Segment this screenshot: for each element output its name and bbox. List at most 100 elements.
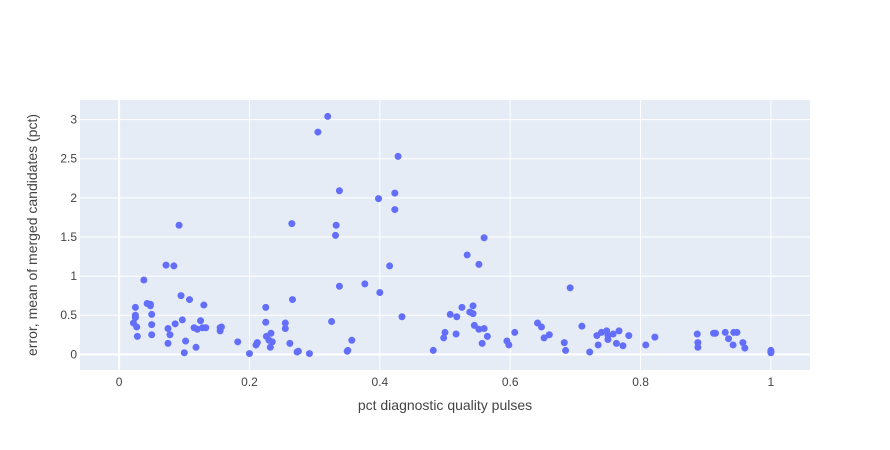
scatter-point [133, 323, 141, 331]
scatter-point [245, 350, 253, 358]
scatter-point [470, 321, 478, 329]
tick-labels: 0 0.2 0.4 0.6 0.8 1 0 0.5 1 1.5 2 2.5 3 [60, 113, 774, 389]
scatter-point [446, 310, 454, 318]
scatter-point [391, 206, 399, 214]
scatter-point [234, 338, 242, 346]
scatter-point [335, 187, 343, 195]
scatter-point [133, 332, 141, 340]
scatter-point [729, 341, 737, 349]
x-tick-label: 0.8 [632, 375, 649, 389]
scatter-point [615, 327, 623, 335]
scatter-point [453, 313, 461, 321]
scatter-point [170, 262, 178, 270]
scatter-point [182, 337, 190, 345]
scatter-point [175, 221, 183, 229]
scatter-point [148, 321, 156, 329]
scatter-point [288, 220, 296, 228]
scatter-point [164, 339, 172, 347]
scatter-point [767, 349, 775, 357]
scatter-point [398, 313, 406, 321]
scatter-point [511, 328, 519, 336]
scatter-point [268, 338, 276, 346]
scatter-point [642, 341, 650, 349]
scatter-point [344, 346, 352, 354]
scatter-point [164, 325, 172, 333]
scatter-point [478, 339, 486, 347]
scatter-point [281, 325, 289, 333]
y-tick-label: 1.5 [60, 230, 77, 244]
scatter-point [148, 310, 156, 318]
scatter-point [429, 346, 437, 354]
scatter-point [566, 284, 574, 292]
scatter-point [694, 343, 702, 351]
grid-lines [80, 100, 810, 370]
scatter-point [162, 261, 170, 269]
scatter-point [200, 301, 208, 309]
scatter-point [475, 325, 483, 333]
scatter-point [545, 331, 553, 339]
scatter-point [361, 280, 369, 288]
scatter-point [375, 195, 383, 203]
y-tick-label: 0 [70, 347, 77, 361]
scatter-point [267, 329, 275, 337]
scatter-point [178, 316, 186, 324]
scatter-point [186, 296, 193, 304]
scatter-point [335, 282, 343, 290]
scatter-point [480, 234, 488, 242]
x-tick-label: 0.6 [502, 375, 519, 389]
scatter-point [288, 296, 296, 304]
scatter-point [253, 339, 261, 347]
scatter-point [131, 311, 139, 319]
scatter-point [560, 339, 568, 347]
scatter-point [148, 331, 156, 339]
scatter-point [266, 343, 274, 351]
x-tick-label: 0.2 [241, 375, 258, 389]
scatter-point [281, 319, 289, 327]
scatter-point [197, 317, 205, 325]
x-tick-label: 1 [768, 375, 775, 389]
scatter-point [332, 221, 340, 229]
scatter-point [469, 310, 477, 318]
x-axis-title: pct diagnostic quality pulses [358, 397, 532, 413]
scatter-point [609, 330, 617, 338]
scatter-point [625, 332, 633, 340]
scatter-point [166, 331, 174, 339]
scatter-point [324, 112, 332, 120]
scatter-point [131, 303, 139, 311]
scatter-point [332, 231, 339, 239]
y-tick-label: 1 [70, 269, 77, 283]
y-tick-label: 0.5 [60, 308, 77, 322]
scatter-point [376, 289, 384, 297]
scatter-point [440, 334, 448, 342]
scatter-point [262, 303, 270, 311]
scatter-point [586, 348, 594, 356]
scatter-point [594, 341, 602, 349]
scatter-point [693, 330, 701, 338]
scatter-point [480, 325, 488, 333]
scatter-point [458, 303, 466, 311]
scatter-point [463, 251, 471, 259]
scatter-point [475, 260, 483, 268]
scatter-point [651, 333, 659, 341]
scatter-point [391, 189, 399, 197]
scatter-point [483, 332, 491, 340]
scatter-point [294, 347, 302, 355]
y-axis-title: error, mean of merged candidates (pct) [24, 114, 40, 356]
scatter-point [177, 292, 185, 300]
scatter-point [314, 128, 322, 136]
scatter-point [140, 276, 148, 284]
x-tick-label: 0 [116, 375, 123, 389]
data-points [129, 112, 775, 358]
scatter-point [202, 324, 210, 332]
y-tick-label: 3 [70, 113, 77, 127]
scatter-point [192, 343, 200, 351]
scatter-point [171, 320, 179, 328]
scatter-point [733, 328, 741, 336]
scatter-point [619, 342, 627, 350]
scatter-point [180, 349, 188, 357]
scatter-point [725, 335, 733, 343]
scatter-point [441, 328, 449, 336]
scatter-point [262, 318, 270, 326]
scatter-point [578, 322, 586, 330]
